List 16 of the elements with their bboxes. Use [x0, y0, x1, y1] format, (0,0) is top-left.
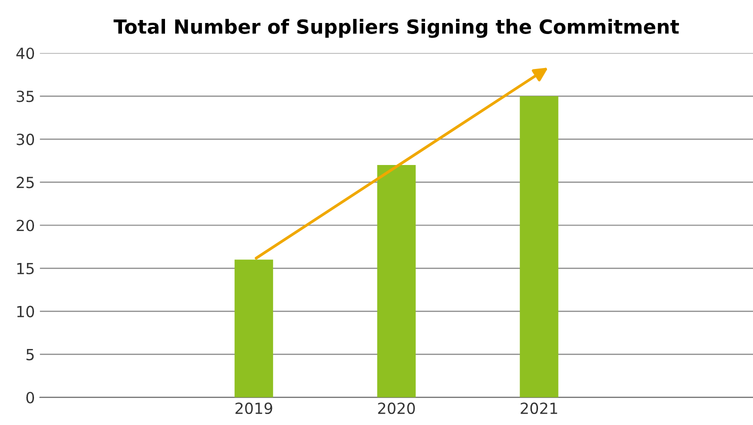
- bar: [520, 96, 558, 398]
- y-tick-label: 25: [16, 176, 34, 188]
- y-tick-label: 20: [16, 220, 34, 232]
- chart-title: Total Number of Suppliers Signing the Commitment: [114, 18, 679, 38]
- y-tick-label: 10: [17, 306, 34, 318]
- bar: [377, 165, 416, 398]
- bar: [234, 260, 274, 398]
- y-tick-label: 0: [26, 392, 34, 404]
- y-tick-label: 40: [16, 48, 34, 60]
- y-tick-label: 35: [16, 90, 34, 102]
- y-tick-label: 5: [26, 349, 34, 360]
- x-tick-label: 2019: [236, 402, 272, 414]
- x-tick-label: 2020: [378, 402, 415, 414]
- y-tick-label: 30: [16, 134, 34, 146]
- y-tick-label: 15: [17, 262, 34, 274]
- x-tick-label: 2021: [520, 402, 558, 414]
